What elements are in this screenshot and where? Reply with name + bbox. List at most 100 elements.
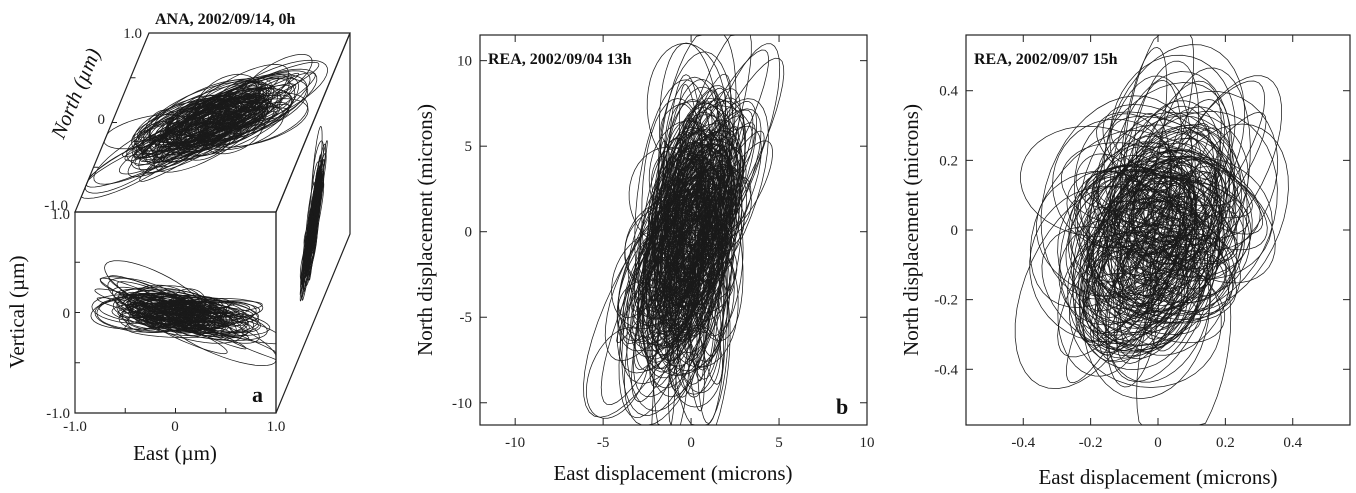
panel-b-y-tick-label: -10 xyxy=(452,396,472,412)
panel-c-orbit-loop xyxy=(1105,123,1210,260)
panel-a-top-orbit-loop xyxy=(158,87,261,155)
panel-a-right-orbit-loop xyxy=(311,140,328,229)
panel-c-orbit-loop xyxy=(1116,178,1224,312)
panel-b-x-label: East displacement (microns) xyxy=(553,461,792,485)
panel-b-y-label: North displacement (microns) xyxy=(413,104,437,356)
panel-c-orbit-loop xyxy=(1155,233,1241,315)
panel-a-front-orbit-loop xyxy=(123,296,200,321)
panel-a-top-orbit-loop xyxy=(139,106,258,182)
panel-b-orbit-loop xyxy=(688,186,724,385)
panel-a-top-orbit-loop xyxy=(103,114,189,150)
panel-b-orbit-loop xyxy=(680,157,718,214)
panel-b-orbit-loop xyxy=(668,102,743,321)
panel-c-orbit-loop xyxy=(1127,183,1192,285)
panel-c-orbit-loop xyxy=(1133,132,1226,264)
panel-c-x-tick-label: 0 xyxy=(1154,435,1162,451)
panel-b-orbit-loop xyxy=(666,186,729,317)
panel-c-orbit-loop xyxy=(1126,276,1174,329)
panel-c-orbit-loop xyxy=(1109,54,1236,208)
panel-a-north-tick-zero: 0 xyxy=(98,112,106,128)
panel-c-orbit-loop xyxy=(1079,158,1236,344)
panel-a-north-tick-neg: -1.0 xyxy=(44,198,68,214)
panel-c-orbit-loop xyxy=(1079,208,1234,320)
panel-b-orbit-loop xyxy=(673,143,733,257)
panel-c-orbit-loop xyxy=(1102,104,1238,217)
panel-b-orbit-loop xyxy=(637,195,700,303)
panel-c-orbit-loop xyxy=(1102,196,1187,300)
panel-b-orbit-loop xyxy=(667,147,721,281)
panel-a-top-orbit-loop xyxy=(224,94,261,127)
panel-a-top-orbits xyxy=(80,54,328,199)
panel-a-front-orbit-loop xyxy=(153,299,204,332)
panel-c-orbit-loop xyxy=(1092,124,1236,299)
panel-c-orbit-loop xyxy=(1119,140,1173,348)
panel-a-right-orbit-loop xyxy=(305,215,317,259)
panel-a-vertical-tick-neg: -1.0 xyxy=(46,406,70,422)
panel-a-top-orbit-loop xyxy=(163,101,244,150)
panel-b-x-tick-label: -10 xyxy=(505,435,525,451)
panel-b-orbit-loop xyxy=(681,144,706,382)
panel-a-top-orbit-loop xyxy=(194,96,268,147)
panel-c-orbit-loop xyxy=(1086,198,1188,309)
panel-c-x-tick-label: 0.4 xyxy=(1283,435,1302,451)
panel-b-orbit-loop xyxy=(654,192,701,325)
panel-a-top-orbit-loop xyxy=(165,97,238,149)
panel-a-right-face xyxy=(275,32,351,414)
panel-c-ticks: -0.4 -0.2 0 0.2 0.4 0.4 0.2 0 -0.2 -0.4 xyxy=(934,35,1350,451)
panel-b-orbit-loop xyxy=(657,229,739,368)
panel-c-orbit-loop xyxy=(1052,118,1178,249)
panel-b-orbit-loop xyxy=(651,248,680,426)
panel-c-orbit-loop xyxy=(1103,44,1245,239)
panel-c-y-tick-label: 0.2 xyxy=(939,153,958,169)
panel-b-orbit-loop xyxy=(684,154,707,222)
panel-c-orbit-loop xyxy=(1081,159,1191,312)
panel-a-front-orbit-loop xyxy=(118,294,225,332)
panel-b-ticks: -10 -5 0 5 10 10 5 0 -5 -10 xyxy=(452,35,875,451)
panel-a-front-orbit-loop xyxy=(112,289,211,322)
panel-c-orbit-loop xyxy=(1068,184,1155,284)
panel-c-orbit-loop xyxy=(1118,218,1179,318)
panel-b-orbit-loop xyxy=(647,114,732,322)
panel-c-orbit-loop xyxy=(1166,75,1282,252)
panel-a-title: ANA, 2002/09/14, 0h xyxy=(155,11,296,28)
panel-b-orbit-loop xyxy=(695,43,781,236)
panel-a-top-orbit-loop xyxy=(152,110,277,163)
panel-b-y-tick-label: 5 xyxy=(465,139,473,155)
panel-c-title: REA, 2002/09/07 15h xyxy=(974,51,1118,68)
panel-b-x-tick-label: 10 xyxy=(860,435,875,451)
panel-c-orbit-loop xyxy=(1110,148,1218,281)
panel-c-y-tick-label: 0 xyxy=(951,223,959,239)
panel-b-orbit-loop xyxy=(651,147,709,219)
panel-c-orbit-loop xyxy=(1130,155,1229,265)
panel-c-orbit-loop xyxy=(1136,252,1232,426)
panel-a-east-label: East (µm) xyxy=(133,441,217,465)
panel-c-orbit-loop xyxy=(1074,174,1214,310)
panel-a-top-orbit-loop xyxy=(119,124,209,175)
panel-c-y-label: North displacement (microns) xyxy=(899,104,923,356)
panel-c-orbit-loop xyxy=(1113,199,1208,346)
panel-a-vertical-label: Vertical (µm) xyxy=(5,256,29,369)
panel-b-orbit-loop xyxy=(626,236,700,352)
panel-a-east-tick-neg: -1.0 xyxy=(63,419,87,435)
panel-c-x-tick-label: -0.2 xyxy=(1079,435,1103,451)
panel-a-front-orbit-loop xyxy=(150,300,205,329)
panel-b-orbit-loop xyxy=(660,101,734,161)
panel-a-front-orbit-loop xyxy=(185,309,249,326)
panel-a-letter: a xyxy=(252,382,263,407)
panel-c-x-tick-label: -0.4 xyxy=(1011,435,1035,451)
panel-c-orbit-loop xyxy=(1093,176,1212,353)
panel-b-x-tick-label: 5 xyxy=(775,435,783,451)
panel-b-orbit-loop xyxy=(696,208,728,424)
panel-c-orbit-loop xyxy=(1073,113,1171,249)
panel-c-orbit-loop xyxy=(1135,100,1222,219)
panel-b-orbit-loop xyxy=(634,108,762,317)
panel-b-orbit-loop xyxy=(675,193,720,398)
panel-a-front-orbit-loop xyxy=(142,304,174,328)
panel-b-orbit-loop xyxy=(655,123,744,273)
panel-b-plot: -10 -5 0 5 10 10 5 0 -5 -10 REA, 2002/09/04 13h b… xyxy=(413,34,875,485)
panel-c-orbit-loop xyxy=(1103,190,1204,258)
panel-c-orbit-loop xyxy=(1103,127,1222,276)
panel-c-plot: -0.4 -0.2 0 0.2 0.4 0.4 0.2 0 -0.2 -0.4 REA, 2002… xyxy=(899,34,1351,489)
panel-c-orbit-loop xyxy=(1106,125,1248,324)
panel-a-top-orbit-loop xyxy=(148,100,261,153)
